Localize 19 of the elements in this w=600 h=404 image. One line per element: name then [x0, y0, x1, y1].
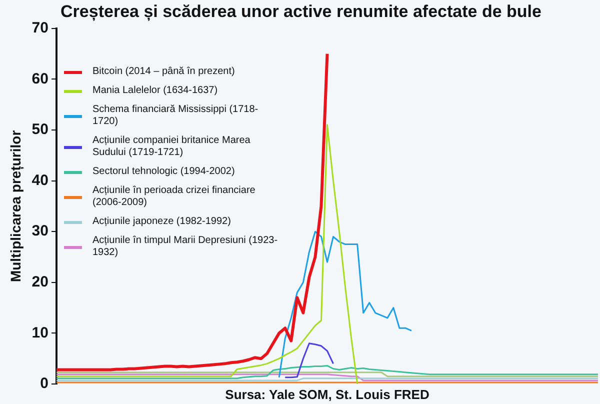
chart-title: Creșterea și scăderea unor active renumite afectate de bule — [60, 2, 542, 21]
y-axis-title: Multiplicarea prețurilor — [7, 130, 24, 282]
legend-label: Acțiunile japoneze (1982-1992) — [92, 216, 231, 228]
text: Sursa: Yale SOM, St. Louis FRED — [225, 387, 430, 402]
y-tick-label: 0 — [40, 375, 48, 392]
legend-label: Mania Lalelelor (1634-1637) — [92, 85, 218, 98]
y-tick-label: 10 — [32, 324, 48, 342]
y-tick-label: 40 — [32, 172, 48, 189]
legend-label: Acțiunile în timpul Marii Depresiuni (1923-1932) — [92, 235, 279, 260]
legend-label: Schema financiară Mississippi (1718-1720) — [92, 104, 260, 128]
y-tick-label: 60 — [32, 70, 48, 88]
legend-label: Sectorul tehnologic (1994-2002) — [92, 166, 235, 178]
y-tick-label: 70 — [32, 20, 48, 37]
legend-label: Bitcoin (2014 – până în prezent) — [92, 66, 235, 78]
legend-label: Acțiunile în perioada crizei financiare (2006-2009) — [92, 185, 256, 210]
legend-label: Acțiunile companiei britanice Marea Sudului (1719-1721) — [92, 135, 252, 160]
y-tick-label: 50 — [32, 121, 48, 138]
y-tick-label: 30 — [32, 222, 48, 240]
y-tick-label: 20 — [32, 274, 48, 291]
